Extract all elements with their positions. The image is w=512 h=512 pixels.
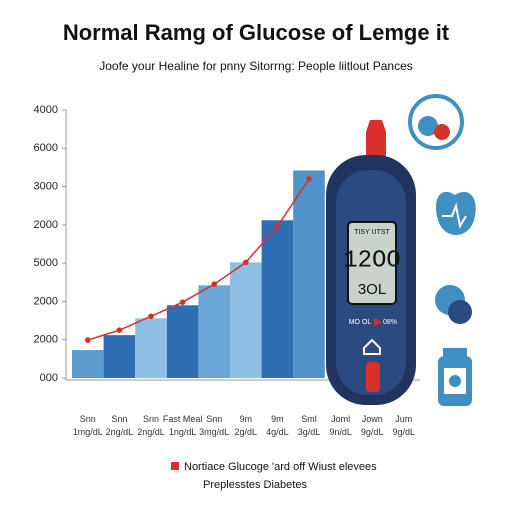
- x-tick-label: Snn 1mg/dL: [73, 414, 103, 437]
- subtitle: Joofe your Healine for pnny Sitorrng: Pe…: [99, 59, 413, 73]
- bar: [166, 305, 199, 378]
- x-tick-line: 1mg/dL: [73, 427, 103, 437]
- bar: [135, 318, 167, 378]
- x-tick-label: 9m 4g/dL: [266, 414, 289, 437]
- x-tick-label: Joml 9n/dL: [329, 414, 352, 437]
- bar: [230, 262, 262, 378]
- trend-point: [211, 281, 217, 288]
- meter-reading: 12OO: [343, 247, 401, 274]
- trend-point: [243, 259, 249, 266]
- x-tick-label: Fast Meal 1ng/dL: [163, 414, 203, 437]
- y-tick-label: 000: [40, 372, 58, 384]
- legend-label: Nortiace Glucoge 'ard off Wiust elevees: [184, 461, 377, 473]
- bar: [103, 335, 136, 378]
- trend-point: [116, 327, 123, 333]
- x-tick-label: Jown 9g/dL: [361, 414, 384, 437]
- x-tick-line: Jown: [362, 414, 383, 424]
- x-tick-line: Jum: [395, 414, 412, 424]
- y-tick-label: 6000: [34, 142, 58, 154]
- x-tick-line: 9m: [271, 414, 284, 424]
- meter-sub: 3OL: [358, 281, 386, 298]
- trend-line: [87, 178, 310, 341]
- trend-point: [274, 223, 281, 230]
- x-tick-label: Sml 3g/dL: [298, 414, 321, 437]
- x-tick-line: Snn: [111, 414, 127, 424]
- y-tick-label: 4000: [34, 104, 58, 116]
- bar: [198, 285, 230, 378]
- title: Normal Ramg of Glucose of Lemge it: [63, 20, 450, 45]
- x-tick-line: 3mg/dL: [199, 427, 229, 437]
- y-tick-label: 2000: [34, 295, 58, 307]
- x-tick-label: Snn 2ng/dL: [106, 414, 134, 437]
- x-tick-label: 9m 2g/dL: [235, 414, 258, 437]
- x-tick-line: Sml: [301, 414, 317, 424]
- y-tick-label: 2000: [34, 334, 58, 346]
- y-tick-label: 3000: [34, 180, 58, 192]
- x-tick-line: 9m: [240, 414, 253, 424]
- x-tick-label: Jum 9g/dL: [393, 414, 416, 437]
- x-tick-line: Snn: [206, 414, 222, 424]
- trend-point: [148, 313, 154, 320]
- x-tick-label: Snn 3mg/dL: [199, 414, 229, 437]
- x-tick-line: Snn: [143, 414, 159, 424]
- legend-swatch: [171, 462, 179, 470]
- trend-point: [85, 337, 91, 343]
- meter-button: 08%: [383, 319, 397, 326]
- x-tick-line: 2ng/dL: [106, 427, 134, 437]
- x-tick-line: 9g/dL: [361, 427, 384, 437]
- trend-point: [306, 176, 312, 182]
- meter-top: TISY UTST: [354, 229, 390, 236]
- x-tick-line: 1ng/dL: [169, 427, 197, 437]
- x-tick-line: 4g/dL: [266, 427, 289, 437]
- bar: [72, 350, 104, 378]
- meter-button: MO OL: [349, 319, 372, 326]
- x-tick-line: 3g/dL: [298, 427, 321, 437]
- icons: [408, 94, 476, 406]
- legend-label: Preplesstes Diabetes: [203, 479, 307, 491]
- x-tick-line: 9g/dL: [393, 427, 416, 437]
- x-tick-line: Joml: [331, 414, 350, 424]
- x-tick-line: 2ng/dL: [137, 427, 165, 437]
- x-tick-line: Snn: [80, 414, 96, 424]
- y-tick-label: 5000: [34, 257, 58, 269]
- trend-point: [179, 299, 186, 305]
- x-tick-line: 9n/dL: [329, 427, 352, 437]
- y-tick-label: 2000: [34, 219, 58, 231]
- bar: [293, 170, 325, 378]
- x-tick-line: Fast Meal: [163, 414, 203, 424]
- x-tick-line: 2g/dL: [235, 427, 258, 437]
- x-tick-label: Snn 2ng/dL: [137, 414, 165, 437]
- bar: [261, 220, 294, 378]
- glucose-meter: TISY UTST 12OO 3OL MO OL 08%: [326, 120, 416, 405]
